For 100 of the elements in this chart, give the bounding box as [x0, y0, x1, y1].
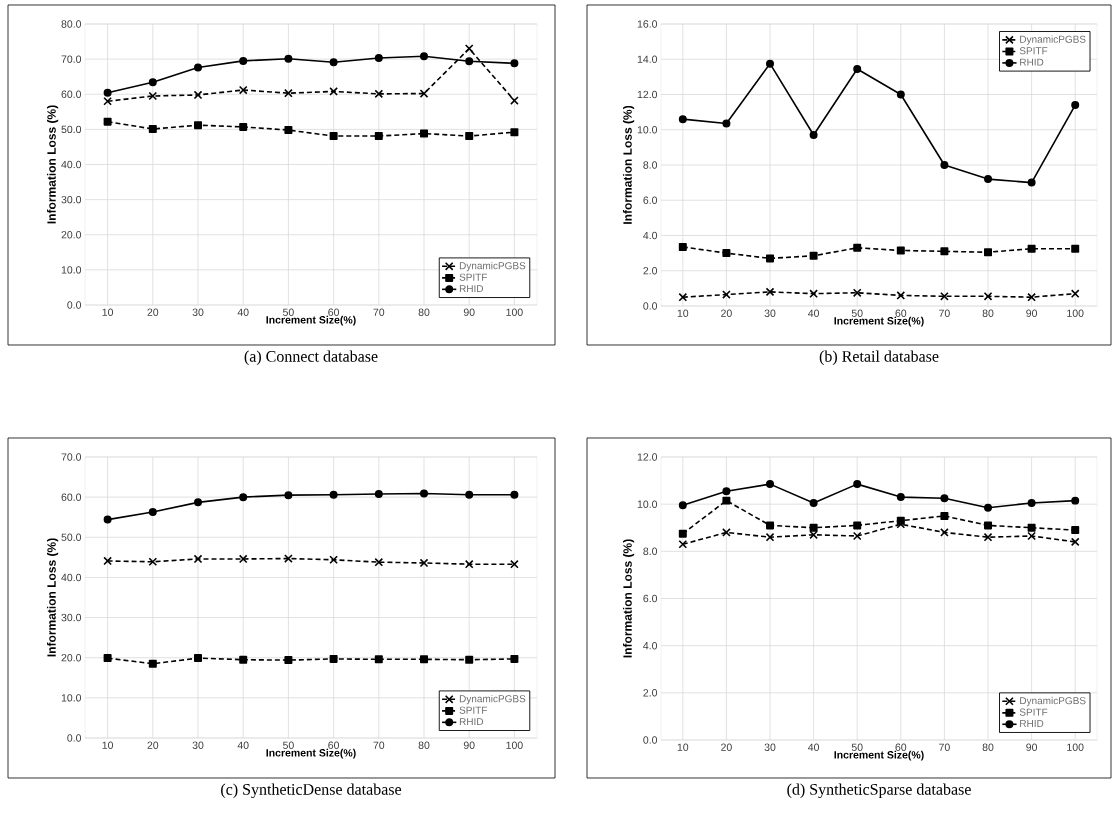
text: (c) SyntheticDense database: [221, 783, 402, 799]
x-axis-title: Increment Size(%): [266, 748, 356, 759]
text: (b) Retail database: [819, 350, 939, 366]
point: [678, 529, 687, 538]
y-tick-label: 0.0: [67, 301, 82, 309]
point: [940, 247, 949, 256]
point: [766, 59, 775, 68]
x-tick-label: 60: [895, 309, 907, 317]
x-tick-label: 20: [147, 741, 159, 749]
point: [1027, 523, 1036, 532]
x-tick-label: 50: [282, 741, 294, 749]
point: [103, 654, 112, 663]
point: [766, 521, 775, 530]
point: [329, 132, 338, 141]
point: [1071, 496, 1080, 505]
point: [722, 496, 731, 505]
point: [103, 96, 112, 106]
point: [678, 292, 688, 302]
point: [510, 559, 519, 569]
text: (a) Connect database: [244, 350, 378, 366]
text: (d) SyntheticSparse database: [787, 783, 971, 799]
y-tick-label: 12.0: [637, 90, 658, 99]
point: [896, 246, 905, 255]
point: [510, 96, 519, 105]
point: [940, 161, 949, 169]
point: [329, 58, 338, 67]
x-tick-label: 50: [851, 309, 863, 317]
y-tick-label: 40.0: [61, 573, 82, 582]
y-tick-label: 12.0: [637, 453, 658, 461]
y-axis-title: Information Loss (%): [622, 539, 635, 658]
x-tick-label: 100: [1067, 309, 1084, 317]
point: [722, 528, 731, 537]
y-tick-label: 60.0: [61, 493, 82, 501]
x-tick-label: 40: [237, 741, 249, 749]
y-tick-label: 6.0: [643, 196, 658, 204]
point: [194, 121, 203, 130]
point: [1027, 244, 1036, 253]
point: [722, 290, 731, 299]
point: [194, 654, 203, 663]
x-tick-label: 20: [721, 309, 732, 317]
point: [852, 531, 862, 541]
point: [329, 654, 338, 663]
point: [194, 498, 203, 507]
point: [510, 490, 519, 499]
point: [1070, 289, 1080, 298]
x-tick-label: 40: [808, 743, 820, 751]
point: [853, 521, 862, 530]
point: [420, 52, 428, 61]
point: [809, 251, 818, 260]
y-tick-label: 60.0: [61, 90, 82, 98]
point: [103, 88, 112, 97]
point: [983, 291, 993, 301]
point: [465, 132, 474, 141]
y-axis-title: Information Loss (%): [46, 538, 59, 657]
y-axis-title: Information Loss (%): [46, 105, 59, 224]
y-tick-label: 30.0: [61, 195, 82, 204]
y-tick-label: 70.0: [61, 453, 82, 461]
y-axis-title: Information Loss (%): [622, 105, 635, 224]
point: [809, 498, 818, 507]
point: [1027, 531, 1036, 541]
y-tick-label: 50.0: [61, 533, 82, 542]
point: [765, 287, 775, 297]
y-tick-label: 10.0: [637, 500, 658, 508]
point: [678, 501, 687, 510]
point: [510, 59, 519, 68]
x-axis-title: Increment Size(%): [834, 750, 924, 761]
point: [853, 480, 862, 489]
point: [722, 119, 731, 128]
x-tick-label: 10: [102, 741, 114, 749]
x-tick-label: 80: [982, 309, 994, 317]
point: [1027, 292, 1036, 302]
point: [284, 656, 293, 665]
point: [1027, 178, 1036, 187]
point: [1071, 101, 1080, 110]
point: [809, 289, 818, 298]
x-tick-label: 30: [764, 743, 776, 751]
x-tick-label: 10: [677, 309, 689, 317]
point: [766, 254, 775, 263]
point: [284, 491, 293, 500]
y-tick-label: 0.0: [643, 302, 658, 310]
point: [765, 532, 775, 542]
point: [510, 654, 519, 663]
point: [420, 655, 428, 664]
y-tick-label: 10.0: [61, 266, 82, 274]
y-tick-label: 0.0: [67, 734, 82, 742]
legend-label: RHID: [1020, 58, 1044, 66]
point: [678, 115, 687, 124]
legend-label: DynamicPGBS: [1020, 35, 1086, 45]
point: [722, 249, 731, 258]
point: [284, 88, 293, 98]
x-tick-label: 20: [721, 743, 732, 751]
x-tick-label: 50: [851, 743, 863, 751]
point: [239, 122, 248, 131]
point: [103, 117, 112, 126]
x-tick-label: 30: [192, 741, 204, 749]
point: [983, 532, 993, 542]
x-tick-label: 50: [282, 308, 294, 316]
point: [809, 530, 818, 540]
x-tick-label: 100: [506, 741, 523, 749]
y-tick-label: 6.0: [643, 594, 658, 603]
